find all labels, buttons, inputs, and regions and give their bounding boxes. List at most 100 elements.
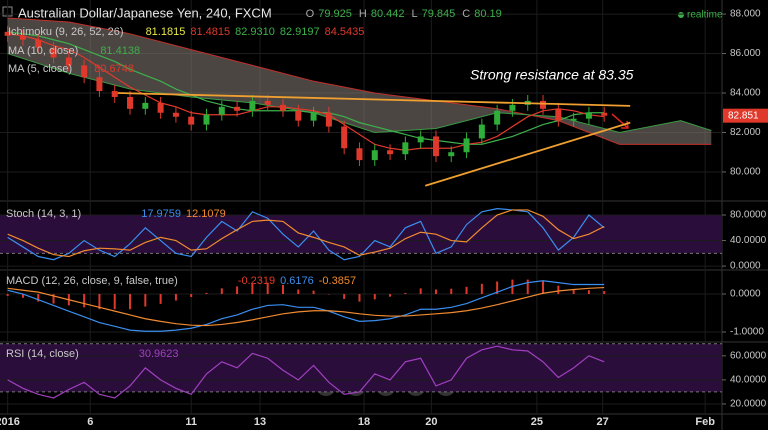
candle-body bbox=[35, 39, 42, 48]
pane-legend-value: -0.2319 bbox=[238, 275, 275, 287]
pane-legend-value: 17.9759 bbox=[141, 208, 181, 220]
indicator-name: MA (10, close) bbox=[8, 45, 78, 57]
x-tick-label: 27 bbox=[597, 416, 609, 428]
trend-line bbox=[117, 92, 631, 107]
x-tick-label: 6 bbox=[87, 416, 93, 428]
status: realtime bbox=[687, 10, 723, 21]
x-tick-label: 20 bbox=[425, 416, 437, 428]
cloud-span-b bbox=[7, 17, 712, 145]
candle-body bbox=[417, 136, 424, 143]
y-tick-label: 60.0000 bbox=[730, 350, 767, 361]
y-tick-label: 80.000 bbox=[730, 167, 761, 178]
candle-body bbox=[325, 112, 332, 127]
readout-label: O bbox=[306, 8, 315, 20]
candle-body bbox=[387, 150, 394, 155]
trend-line bbox=[424, 121, 631, 187]
candle-body bbox=[96, 77, 103, 92]
candle-body bbox=[540, 100, 547, 109]
indicator-value: 80.6748 bbox=[94, 63, 134, 75]
x-tick-label: 13 bbox=[254, 416, 266, 428]
series-line bbox=[7, 208, 605, 261]
candle-body bbox=[279, 104, 286, 111]
candle-body bbox=[188, 116, 195, 125]
y-tick-label: 0.0000 bbox=[730, 289, 761, 300]
candle-body bbox=[172, 112, 179, 117]
readout-value: 79.925 bbox=[318, 8, 352, 20]
band-fill bbox=[0, 215, 722, 254]
candle-body bbox=[356, 148, 363, 161]
candle-body bbox=[4, 31, 11, 36]
plot-layer bbox=[0, 0, 722, 414]
indicator-name: Ichimoku (9, 26, 52, 26) bbox=[8, 26, 124, 38]
readout-value: 80.442 bbox=[371, 8, 405, 20]
y-tick-label: 80.0000 bbox=[730, 210, 767, 221]
y-tick-label: -1.0000 bbox=[730, 327, 764, 338]
x-tick-label: 25 bbox=[531, 416, 543, 428]
candle-body bbox=[295, 110, 302, 121]
x-tick-label: 2016 bbox=[0, 416, 20, 428]
readout-value: 80.19 bbox=[474, 8, 502, 20]
x-tick-label: 18 bbox=[358, 416, 370, 428]
x-tick-label: Feb bbox=[695, 416, 715, 428]
pane-legend-value: -0.3857 bbox=[319, 275, 356, 287]
candle-body bbox=[157, 102, 164, 113]
series-line bbox=[7, 33, 605, 151]
pane-title: MACD (12, 26, close, 9, false, true) bbox=[6, 275, 178, 287]
y-tick-label: 20.0000 bbox=[730, 399, 767, 410]
candle-body bbox=[218, 106, 225, 115]
x-tick-label: 11 bbox=[185, 416, 197, 428]
candle-body bbox=[234, 106, 241, 111]
candle-body bbox=[509, 104, 516, 111]
candle-body bbox=[19, 35, 26, 40]
candle-body bbox=[264, 100, 271, 105]
series-line bbox=[7, 209, 605, 258]
readout-label: H bbox=[359, 8, 367, 20]
ichimoku-cloud bbox=[7, 18, 712, 145]
indicator-value: 84.5435 bbox=[325, 26, 365, 38]
pane-legend-value: 30.9623 bbox=[139, 348, 179, 360]
candle-body bbox=[249, 100, 256, 111]
candle-body bbox=[570, 118, 577, 121]
series-line bbox=[7, 280, 605, 332]
candle-body bbox=[142, 102, 149, 109]
candle-body bbox=[585, 112, 592, 119]
candle-body bbox=[402, 142, 409, 155]
pane-legend-value: 12.1079 bbox=[186, 208, 226, 220]
candle-body bbox=[310, 112, 317, 121]
indicator-value: 81.4138 bbox=[100, 45, 140, 57]
candle-body bbox=[555, 108, 562, 121]
pane-title: RSI (14, close) bbox=[6, 348, 79, 360]
pane-legend-value: 0.6176 bbox=[280, 275, 314, 287]
indicator-value: 81.4815 bbox=[190, 26, 230, 38]
y-tick-label: 40.0000 bbox=[730, 235, 767, 246]
indicator-value: 82.9197 bbox=[280, 26, 320, 38]
candle-body bbox=[50, 47, 57, 58]
candle-body bbox=[448, 152, 455, 157]
cloud-span-a bbox=[7, 53, 712, 133]
candle-body bbox=[494, 110, 501, 125]
series-line bbox=[7, 345, 605, 399]
candle-body bbox=[341, 126, 348, 149]
y-tick-label: 88.000 bbox=[730, 9, 761, 20]
readout-label: C bbox=[462, 8, 470, 20]
y-tick-label: 84.000 bbox=[730, 88, 761, 99]
candle-body bbox=[463, 138, 470, 153]
candle-body bbox=[127, 96, 134, 109]
pane-title: Stoch (14, 3, 1) bbox=[6, 208, 81, 220]
last-price-box bbox=[723, 108, 768, 123]
indicator-name: MA (5, close) bbox=[8, 63, 72, 75]
indicator-value: 82.9310 bbox=[235, 26, 275, 38]
candle-body bbox=[81, 65, 88, 78]
candle-body bbox=[371, 150, 378, 161]
indicator-value: 81.1815 bbox=[146, 26, 186, 38]
chart-title: Australian Dollar/Japanese Yen, 240, FXC… bbox=[18, 5, 272, 20]
candle-body bbox=[478, 124, 485, 139]
series-line bbox=[7, 286, 605, 327]
candle-body bbox=[432, 136, 439, 157]
candle-body bbox=[601, 112, 608, 116]
realtime-dot bbox=[678, 12, 684, 18]
annotation: Strong resistance at 83.35 bbox=[470, 67, 634, 83]
readout-value: 79.845 bbox=[422, 8, 456, 20]
